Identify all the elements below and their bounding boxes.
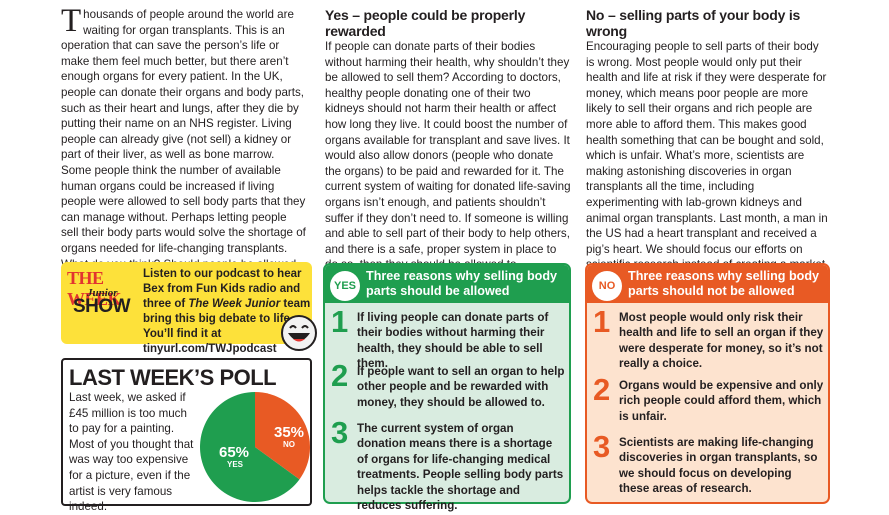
logo-line-2: Junior [87, 287, 118, 299]
no-reason-text: Organs would be expensive and only rich … [619, 379, 824, 423]
no-reasons-header: NO Three reasons why selling body parts … [587, 265, 828, 303]
no-reason-number: 1 [593, 304, 611, 339]
yes-reason-text: If living people can donate parts of the… [357, 311, 549, 371]
no-reason-text: Scientists are making life-changing disc… [619, 436, 818, 496]
poll-text: Last week, we asked if £45 million is to… [69, 391, 194, 514]
yes-badge: YES [330, 271, 360, 301]
yes-reason-number: 1 [331, 304, 349, 339]
poll-yes-percent: 65% [219, 444, 249, 461]
yes-argument-text: If people can donate parts of their bodi… [325, 40, 571, 271]
poll-slice-yes [200, 392, 300, 502]
poll-no-percent: 35% [274, 424, 304, 441]
intro-text: housands of people around the world are … [61, 8, 306, 286]
podcast-text-part1: Listen to our podcast to hear Bex from F… [143, 268, 302, 310]
poll-no-label: NO [283, 440, 295, 449]
yes-heading: Yes – people could be properly rewarded [325, 7, 526, 39]
yes-reason-text: If people want to sell an organ to help … [357, 365, 565, 409]
yes-reasons-header: YES Three reasons why selling body parts… [325, 265, 569, 303]
no-badge: NO [592, 271, 622, 301]
logo-line-1: THE WEEK [67, 268, 122, 309]
no-reasons-box: NO Three reasons why selling body parts … [585, 263, 830, 504]
last-weeks-poll-box: LAST WEEK’S POLL Last week, we asked if … [61, 358, 312, 513]
no-reason-number: 2 [593, 372, 611, 407]
no-heading: No – selling parts of your body is wrong [586, 7, 801, 39]
no-reason-text: Most people would only risk their health… [619, 311, 824, 371]
logo-line-3: SHOW [73, 296, 131, 317]
poll-yes-label: YES [227, 460, 244, 469]
intro-drop-cap: T [61, 3, 82, 39]
no-argument-column: No – selling parts of your body is wrong… [586, 7, 830, 304]
poll-title: LAST WEEK’S POLL [69, 365, 277, 390]
yes-reasons-box: YES Three reasons why selling body parts… [323, 263, 571, 512]
yes-reason-number: 2 [331, 358, 349, 393]
no-reason-number: 3 [593, 429, 611, 464]
yes-reason-number: 3 [331, 415, 349, 450]
yes-reason-text: The current system of organ donation mea… [357, 422, 564, 513]
poll-pie-chart: 65% YES 35% NO [200, 392, 311, 502]
podcast-text-part2[interactable]: team bring this big debate to life. You’… [143, 298, 311, 355]
poll-slice-no [255, 392, 311, 480]
yes-argument-column: Yes – people could be properly rewarded … [325, 7, 572, 273]
podcast-text: Listen to our podcast to hear Bex from F… [143, 267, 311, 357]
podcast-text-italic: The Week Junior [188, 298, 281, 310]
the-week-junior-show-logo: THE WEEK Junior SHOW [67, 268, 137, 324]
yes-reasons-title: Three reasons why selling body parts sho… [366, 269, 558, 298]
laughing-face-icon [281, 315, 317, 351]
podcast-promo-box: THE WEEK Junior SHOW Listen to our podca… [61, 262, 312, 355]
no-reasons-title: Three reasons why selling body parts sho… [628, 269, 820, 298]
